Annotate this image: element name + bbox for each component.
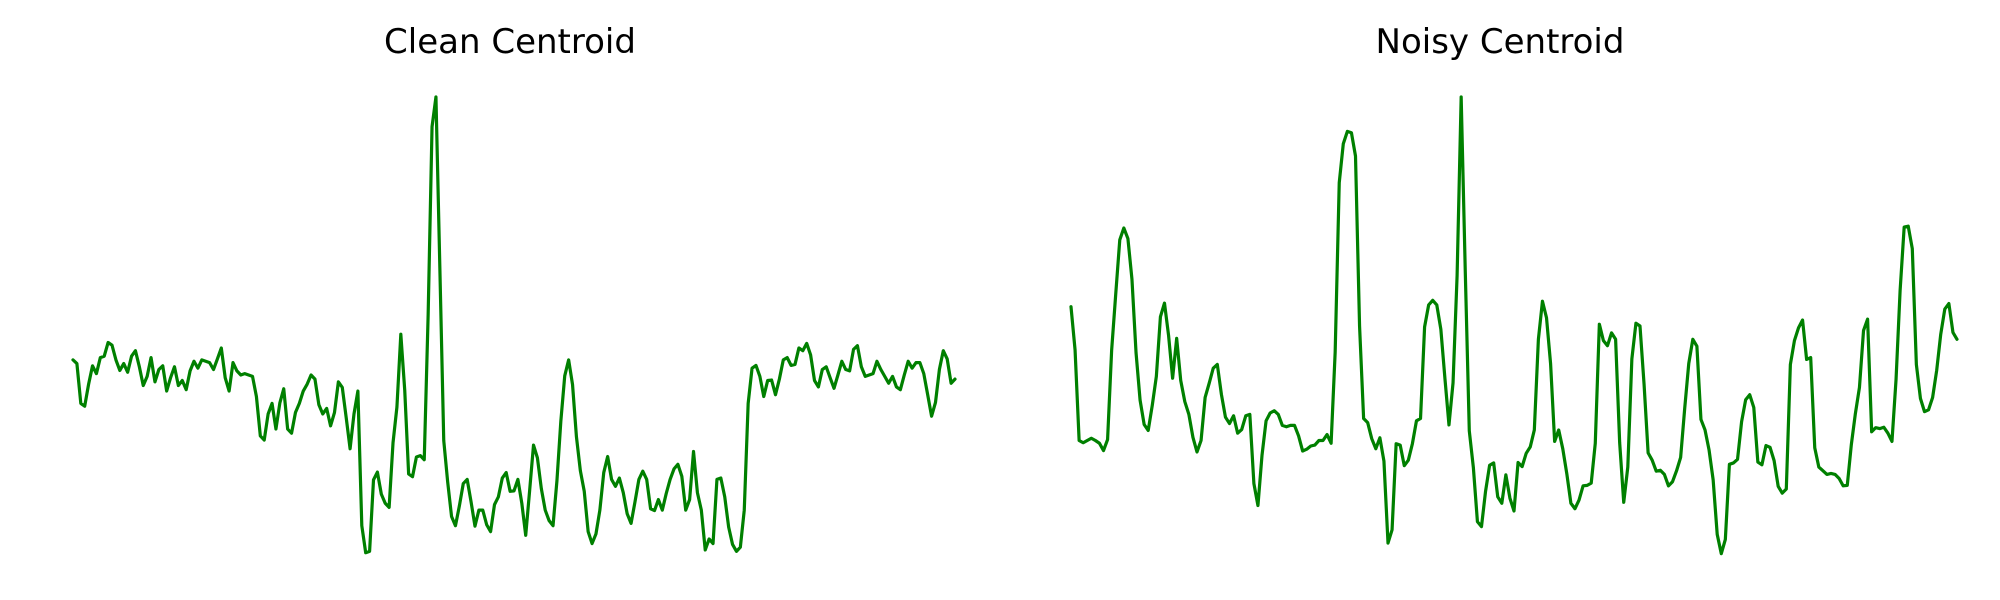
- clean-centroid-panel: Clean Centroid: [71, 22, 957, 555]
- noisy-centroid-series-line: [1069, 95, 1959, 556]
- noisy-centroid-title: Noisy Centroid: [1375, 22, 1625, 62]
- clean-centroid-plot: [71, 95, 957, 555]
- clean-centroid-title: Clean Centroid: [384, 22, 636, 62]
- noisy-centroid-plot: [1069, 95, 1959, 556]
- clean-centroid-series-line: [71, 95, 957, 555]
- noisy-centroid-panel: Noisy Centroid: [1000, 0, 2000, 600]
